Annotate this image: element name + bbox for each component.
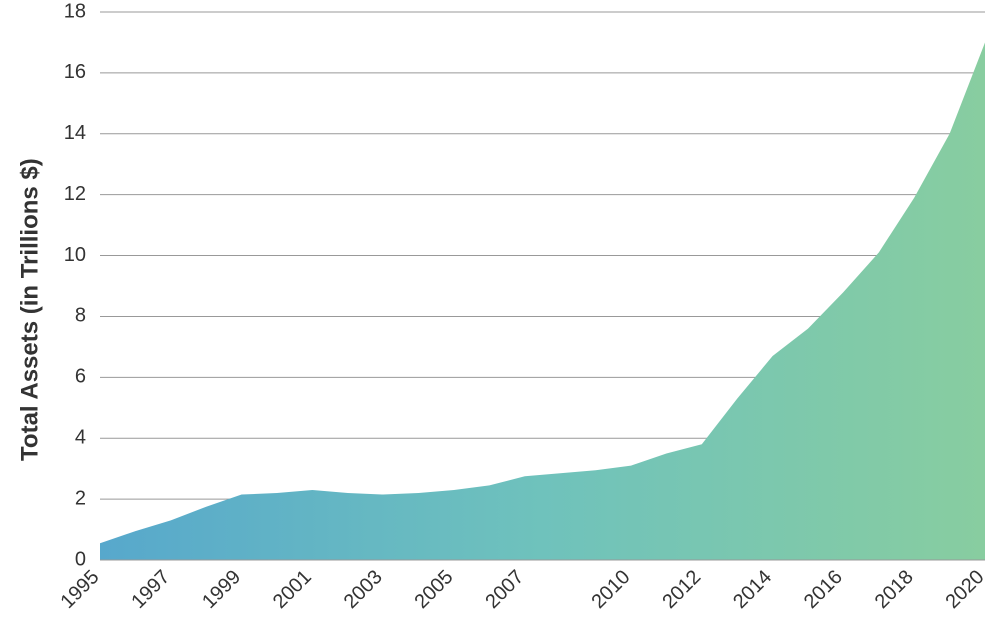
y-tick-label: 16 [64, 61, 86, 83]
y-tick-label: 6 [75, 366, 86, 388]
x-tick-label: 2012 [658, 566, 705, 613]
y-axis-label: Total Assets (in Trillions $) [16, 158, 44, 461]
x-tick-label: 2020 [942, 566, 989, 613]
x-tick-label: 1999 [198, 566, 245, 613]
y-tick-label: 18 [64, 0, 86, 22]
x-tick-label: 1997 [127, 566, 174, 613]
area-series [100, 42, 985, 560]
y-tick-label: 14 [64, 122, 86, 144]
x-tick-label: 2001 [269, 566, 316, 613]
area-chart: Total Assets (in Trillions $) 0 2 4 6 8 10 12 1… [0, 0, 1000, 636]
x-tick-label: 2014 [729, 566, 776, 613]
y-tick-label: 4 [75, 427, 86, 449]
chart-svg: 0 2 4 6 8 10 12 14 16 18 1995 1997 1999 2001 2003 2005 2… [0, 0, 1000, 636]
y-tick-label: 8 [75, 305, 86, 327]
x-tick-label: 1995 [57, 566, 104, 613]
y-tick-label: 0 [75, 548, 86, 570]
x-tick-label: 2010 [588, 566, 635, 613]
y-tick-label: 10 [64, 244, 86, 266]
y-tick-label: 12 [64, 183, 86, 205]
x-tick-label: 2018 [871, 566, 918, 613]
x-tick-label: 2016 [800, 566, 847, 613]
x-tick-label: 2007 [481, 566, 528, 613]
y-tick-label: 2 [75, 487, 86, 509]
x-tick-label: 2003 [340, 566, 387, 613]
x-tick-label: 2005 [411, 566, 458, 613]
